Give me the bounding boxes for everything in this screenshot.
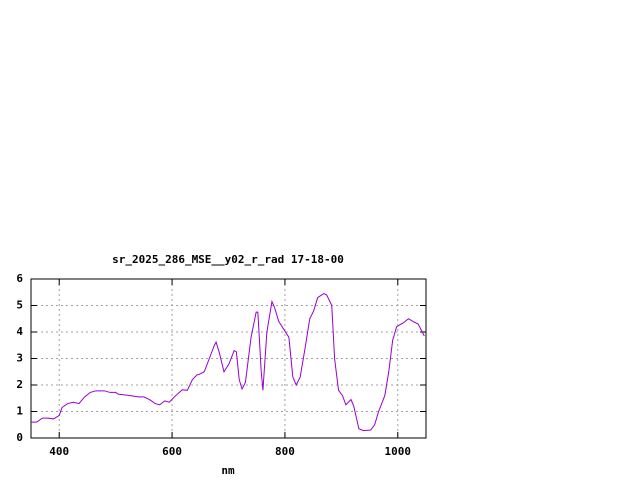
x-axis-label: nm (221, 464, 235, 477)
y-tick-label: 6 (16, 272, 23, 285)
x-tick-label: 800 (275, 445, 295, 458)
x-tick-label: 1000 (385, 445, 412, 458)
x-tick-label: 400 (49, 445, 69, 458)
chart-title: sr_2025_286_MSE__y02_r_rad 17-18-00 (112, 253, 344, 266)
y-tick-label: 1 (16, 405, 23, 418)
y-tick-label: 5 (16, 299, 23, 312)
plot-border (30, 278, 427, 439)
x-tick-label: 600 (162, 445, 182, 458)
y-tick-label: 2 (16, 378, 23, 391)
y-tick-label: 3 (16, 352, 23, 365)
y-tick-label: 0 (16, 431, 23, 444)
data-line (31, 293, 425, 432)
y-tick-label: 4 (16, 325, 23, 338)
